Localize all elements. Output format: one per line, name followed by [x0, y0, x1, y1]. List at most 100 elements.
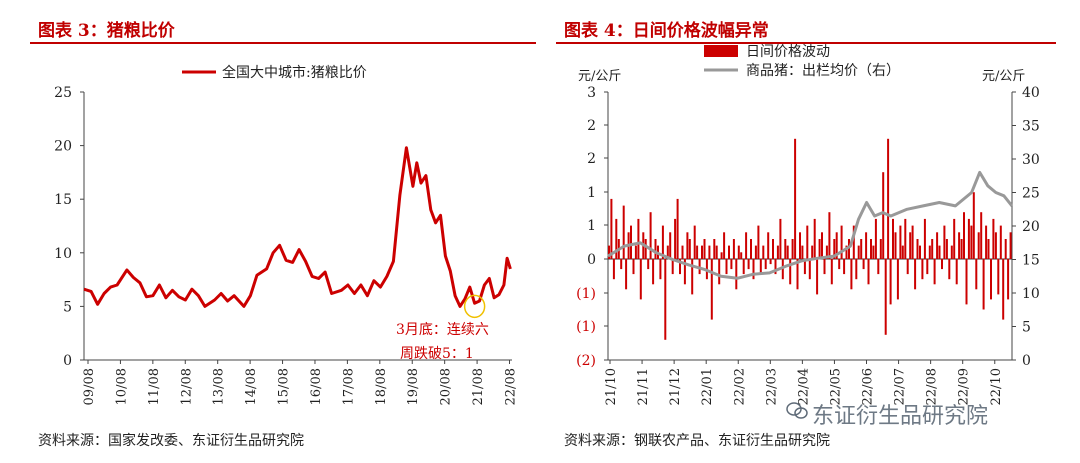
left-y-tick-label: (2) — [576, 353, 596, 369]
volatility-bar — [904, 218, 907, 259]
x-tick-label: 21/11 — [636, 368, 651, 405]
right-y-tick-label: 15 — [1022, 253, 1040, 269]
volatility-bar — [872, 245, 875, 259]
volatility-bar — [919, 245, 921, 259]
volatility-bar — [845, 245, 848, 259]
volatility-bar — [948, 259, 951, 280]
volatility-bar — [835, 232, 838, 259]
volatility-bar — [896, 259, 899, 300]
volatility-bar — [990, 259, 992, 300]
x-tick-label: 12/08 — [179, 368, 194, 405]
right-title-rule — [556, 42, 1056, 44]
volatility-bar — [928, 245, 931, 259]
x-tick-label: 19/08 — [406, 368, 421, 405]
x-tick-label: 21/12 — [668, 368, 683, 405]
volatility-bar — [661, 225, 664, 259]
volatility-bar — [860, 239, 863, 259]
x-tick-label: 22/10 — [989, 368, 1004, 405]
volatility-bar — [914, 259, 917, 290]
volatility-bar — [967, 218, 970, 259]
volatility-bar — [784, 239, 787, 259]
volatility-bar — [683, 259, 686, 285]
volatility-bar — [941, 259, 943, 270]
volatility-bar — [848, 239, 850, 259]
volatility-bar — [950, 245, 953, 259]
volatility-bar — [750, 239, 752, 259]
volatility-bar — [686, 232, 689, 259]
volatility-bar — [615, 218, 618, 259]
volatility-bar — [879, 239, 882, 259]
volatility-bar — [901, 245, 904, 259]
volatility-bar — [757, 225, 760, 259]
volatility-bar — [960, 239, 963, 259]
volatility-bar — [644, 239, 647, 259]
volatility-bar — [776, 245, 779, 259]
volatility-bar — [674, 218, 677, 259]
volatility-bar — [666, 245, 669, 259]
left-y-tick-label: (1) — [576, 319, 596, 335]
volatility-bar — [850, 259, 853, 290]
volatility-bar — [892, 218, 894, 259]
volatility-bar — [921, 259, 924, 280]
volatility-bar — [608, 245, 610, 259]
volatility-bar — [911, 225, 914, 259]
volatility-bar — [906, 259, 909, 275]
left-y-tick-label: 0 — [587, 252, 596, 268]
volatility-bar — [830, 259, 833, 285]
volatility-bar — [735, 259, 738, 290]
volatility-bar — [759, 259, 762, 275]
legend-label-ratio: 全国大中城市:猪粮比价 — [222, 64, 367, 81]
volatility-bar — [637, 218, 640, 259]
volatility-bar — [696, 245, 699, 259]
volatility-bar — [676, 198, 679, 259]
volatility-bar — [718, 259, 721, 285]
volatility-bar — [740, 252, 743, 259]
volatility-bar — [723, 232, 726, 259]
volatility-bar — [943, 225, 946, 259]
volatility-bar — [634, 245, 637, 259]
left-chart-title: 图表 3：猪粮比价 — [38, 21, 175, 41]
x-tick-label: 22/08 — [925, 368, 940, 405]
volatility-bar — [923, 218, 926, 259]
y-tick-label: 15 — [54, 192, 72, 208]
volatility-bar — [659, 259, 662, 280]
volatility-bar — [754, 245, 757, 259]
volatility-bar — [865, 232, 868, 259]
volatility-bar — [825, 245, 828, 259]
right-chart-title: 图表 4：日间价格波幅异常 — [564, 21, 769, 41]
volatility-bar — [688, 239, 691, 259]
right-y-tick-label: 20 — [1022, 219, 1040, 235]
volatility-bar — [992, 218, 995, 259]
volatility-bar — [747, 259, 750, 270]
volatility-bar — [977, 232, 980, 259]
volatility-bar — [965, 259, 968, 305]
volatility-bar — [972, 192, 975, 259]
volatility-bar — [999, 225, 1002, 259]
right-source-note: 资料来源：钢联农产品、东证衍生品研究院 — [564, 433, 830, 449]
volatility-bar — [742, 259, 745, 275]
volatility-bar — [816, 259, 819, 295]
right-y-tick-label: 10 — [1022, 286, 1040, 302]
volatility-bar — [916, 239, 919, 259]
volatility-bar — [818, 239, 821, 259]
x-tick-label: 22/03 — [764, 368, 779, 405]
volatility-bar — [764, 259, 767, 270]
volatility-bar — [855, 259, 858, 280]
x-tick-label: 21/08 — [471, 368, 486, 405]
left-y-tick-label: 1 — [587, 218, 596, 234]
volatility-bar — [945, 239, 948, 259]
volatility-bar — [811, 245, 814, 259]
y-tick-label: 5 — [63, 299, 72, 315]
volatility-bar — [794, 138, 797, 259]
volatility-bar — [887, 138, 890, 259]
volatility-bar — [857, 245, 860, 259]
volatility-bar — [877, 259, 880, 275]
volatility-bar — [970, 225, 973, 259]
volatility-bar — [982, 259, 985, 310]
volatility-bar — [889, 259, 892, 305]
x-tick-label: 20/08 — [439, 368, 454, 405]
annotation-line-1: 3月底：连续六 — [396, 321, 489, 338]
left-y-tick-label: 3 — [587, 85, 596, 101]
volatility-bar — [789, 259, 792, 285]
volatility-bar — [840, 225, 843, 259]
